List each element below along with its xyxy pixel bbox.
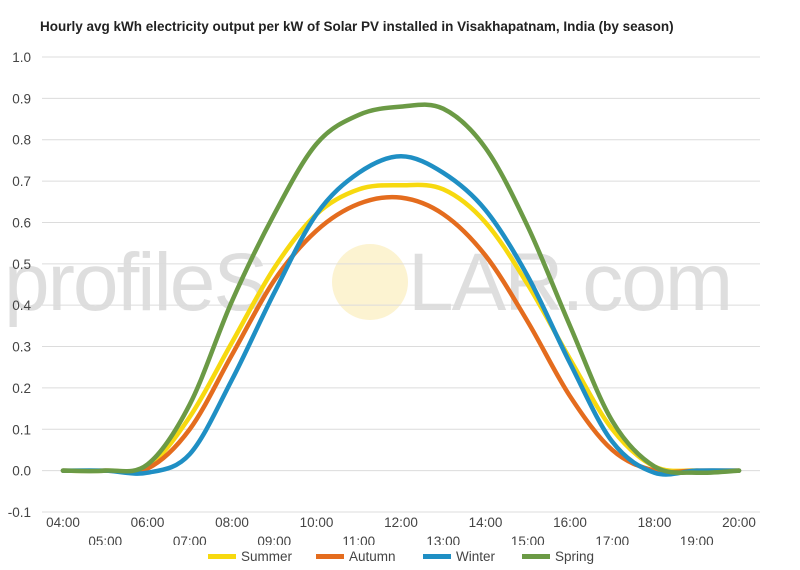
x-tick-label: 08:00 [215, 515, 249, 530]
line-chart: 1.0 0.9 0.8 0.7 0.6 0.5 0.4 0.3 0.2 0.1 0.0 -0.1 04… [8, 50, 760, 545]
x-tick-label: 19:00 [680, 534, 714, 545]
grid-lines [42, 56, 760, 513]
legend-item-spring: Spring [522, 549, 594, 564]
legend-swatch [208, 554, 236, 559]
y-tick-label: 0.9 [12, 91, 31, 106]
y-axis-labels: 1.0 0.9 0.8 0.7 0.6 0.5 0.4 0.3 0.2 0.1 0.0 -0.1 [8, 50, 32, 520]
x-tick-label: 11:00 [342, 534, 375, 545]
x-tick-label: 05:00 [88, 534, 122, 545]
x-tick-label: 15:00 [511, 534, 545, 545]
legend-label: Autumn [349, 549, 396, 564]
x-tick-label: 09:00 [257, 534, 291, 545]
series-lines [60, 102, 742, 477]
x-tick-label: 07:00 [173, 534, 207, 545]
x-tick-label: 10:00 [300, 515, 334, 530]
legend-item-autumn: Autumn [316, 549, 396, 564]
legend-swatch [522, 554, 550, 559]
chart-legend: Summer Autumn Winter Spring [0, 549, 800, 567]
y-tick-label: 0.8 [12, 133, 31, 148]
legend-swatch [423, 554, 451, 559]
y-tick-label: 0.4 [12, 298, 31, 313]
y-tick-label: 1.0 [12, 50, 31, 65]
x-tick-label: 04:00 [46, 515, 80, 530]
y-tick-label: 0.0 [12, 464, 31, 479]
series-line-winter [60, 154, 742, 477]
x-tick-label: 06:00 [131, 515, 165, 530]
y-tick-label: 0.1 [12, 422, 31, 437]
y-tick-label: 0.5 [12, 257, 31, 272]
legend-item-winter: Winter [423, 549, 495, 564]
x-tick-label: 16:00 [553, 515, 587, 530]
series-line-autumn [60, 194, 742, 475]
legend-swatch [316, 554, 344, 559]
x-axis-labels: 04:00 05:00 06:00 07:00 08:00 09:00 10:00 11:00… [46, 515, 756, 545]
y-tick-label: 0.6 [12, 215, 31, 230]
x-tick-label: 20:00 [722, 515, 756, 530]
y-tick-label: 0.7 [12, 174, 31, 189]
legend-label: Spring [555, 549, 595, 564]
x-tick-label: 14:00 [469, 515, 503, 530]
x-tick-label: 18:00 [638, 515, 672, 530]
chart-title: Hourly avg kWh electricity output per kW… [40, 19, 674, 34]
legend-label: Summer [241, 549, 293, 564]
legend-label: Winter [456, 549, 496, 564]
x-tick-label: 13:00 [426, 534, 460, 545]
legend-item-summer: Summer [208, 549, 292, 564]
series-line-spring [60, 102, 742, 476]
x-tick-label: 12:00 [384, 515, 418, 530]
y-tick-label: -0.1 [8, 505, 31, 520]
x-tick-label: 17:00 [595, 534, 629, 545]
y-tick-label: 0.2 [12, 381, 31, 396]
y-tick-label: 0.3 [12, 340, 31, 355]
series-line-summer [60, 182, 742, 474]
